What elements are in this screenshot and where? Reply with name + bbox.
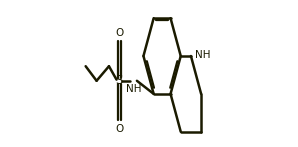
- Text: NH: NH: [195, 50, 210, 60]
- Text: NH: NH: [125, 84, 141, 94]
- Text: O: O: [115, 124, 123, 134]
- Text: O: O: [115, 28, 123, 38]
- Text: S: S: [115, 74, 123, 87]
